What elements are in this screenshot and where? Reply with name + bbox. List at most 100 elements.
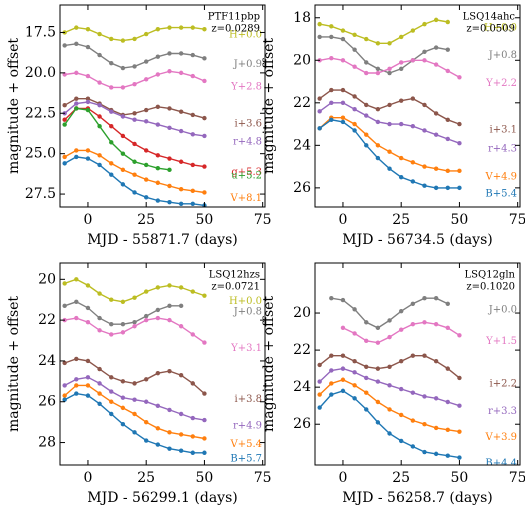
x-tick-label: 50 bbox=[451, 470, 469, 486]
data-point bbox=[433, 425, 439, 431]
data-point bbox=[433, 45, 439, 50]
data-point bbox=[410, 58, 416, 63]
data-point bbox=[422, 58, 427, 63]
data-point bbox=[387, 407, 392, 412]
series-label: J+0.8 bbox=[488, 50, 517, 61]
data-point bbox=[422, 422, 427, 427]
data-point bbox=[329, 117, 334, 123]
series-label: J+0.9 bbox=[233, 59, 262, 70]
data-point bbox=[375, 155, 381, 161]
data-point bbox=[433, 359, 439, 364]
data-point bbox=[109, 172, 114, 177]
data-point bbox=[398, 121, 404, 127]
data-point bbox=[340, 36, 346, 42]
data-point bbox=[422, 296, 427, 301]
data-point bbox=[74, 41, 79, 46]
y-tick-label: 22 bbox=[38, 312, 56, 328]
y-tick-label: 26 bbox=[38, 394, 56, 410]
data-point bbox=[97, 162, 102, 168]
data-point bbox=[120, 167, 126, 173]
data-point bbox=[202, 436, 207, 441]
data-point bbox=[375, 66, 381, 71]
y-tick-label: 20 bbox=[293, 52, 311, 68]
data-point bbox=[190, 434, 195, 439]
data-point bbox=[167, 167, 172, 173]
data-point bbox=[457, 141, 462, 146]
data-point bbox=[433, 396, 439, 401]
data-point bbox=[132, 430, 137, 435]
data-point bbox=[74, 106, 79, 111]
data-point bbox=[457, 168, 462, 174]
data-point bbox=[190, 201, 195, 206]
axes-frame bbox=[59, 262, 266, 466]
data-point bbox=[398, 175, 404, 180]
y-tick-label: 26 bbox=[293, 416, 311, 432]
data-point bbox=[190, 162, 195, 168]
data-point bbox=[120, 38, 126, 43]
data-point bbox=[62, 281, 67, 286]
data-point bbox=[340, 28, 346, 33]
data-point bbox=[74, 25, 79, 30]
data-point bbox=[155, 27, 161, 32]
data-point bbox=[433, 166, 439, 171]
series-label: V+5.4 bbox=[229, 439, 262, 450]
data-point bbox=[155, 315, 161, 321]
data-point bbox=[329, 381, 334, 386]
data-point bbox=[317, 362, 322, 368]
x-tick-label: 25 bbox=[392, 470, 410, 486]
data-point bbox=[97, 31, 102, 37]
series-label: g+5.3 bbox=[231, 167, 262, 178]
y-tick-label: 22.5 bbox=[25, 105, 56, 121]
data-point bbox=[202, 293, 207, 298]
light-curve bbox=[342, 321, 460, 344]
plot-area: H+0.0J+0.8 Y+3.1 i+3.8 r+4.9 V+5.4 B+5.7 bbox=[62, 277, 262, 464]
data-point bbox=[364, 102, 369, 108]
series-label: V+4.9 bbox=[484, 171, 517, 182]
data-point bbox=[445, 47, 450, 52]
series-label: r+4.8 bbox=[233, 136, 262, 147]
data-point bbox=[398, 438, 404, 444]
data-point bbox=[202, 27, 207, 32]
redshift: z=0.1020 bbox=[466, 282, 515, 293]
data-point bbox=[352, 370, 357, 375]
data-point bbox=[62, 383, 67, 388]
data-point bbox=[445, 325, 450, 331]
series-label: J+0.8 bbox=[233, 306, 262, 317]
data-point bbox=[62, 43, 67, 48]
data-point bbox=[97, 315, 102, 321]
data-point bbox=[387, 364, 392, 369]
data-point bbox=[422, 394, 427, 399]
data-point bbox=[410, 321, 416, 327]
data-point bbox=[74, 277, 79, 282]
data-point bbox=[410, 179, 416, 184]
data-point bbox=[422, 353, 427, 358]
data-point bbox=[132, 411, 137, 417]
series-label: B+5.4 bbox=[485, 188, 517, 199]
y-tick-label: 17.5 bbox=[25, 24, 56, 40]
data-point bbox=[62, 393, 67, 398]
data-point bbox=[329, 100, 334, 106]
data-point bbox=[445, 453, 450, 458]
y-tick-label: 20.0 bbox=[25, 65, 56, 81]
data-point bbox=[132, 190, 137, 195]
data-point bbox=[74, 70, 79, 76]
data-point bbox=[62, 102, 67, 108]
data-point bbox=[410, 96, 416, 101]
data-point bbox=[85, 27, 91, 32]
redshift: z=0.0509 bbox=[466, 24, 515, 35]
data-point bbox=[109, 85, 114, 90]
data-point bbox=[202, 450, 207, 455]
data-point bbox=[109, 389, 114, 394]
data-point bbox=[352, 307, 357, 312]
data-point bbox=[143, 59, 149, 64]
data-point bbox=[375, 366, 381, 371]
data-point bbox=[74, 356, 79, 362]
data-point bbox=[329, 353, 334, 358]
data-point bbox=[445, 136, 450, 142]
x-tick-label: 25 bbox=[392, 212, 410, 228]
data-point bbox=[109, 109, 114, 114]
series-label: B+4.4 bbox=[485, 458, 517, 469]
data-point bbox=[132, 381, 137, 386]
data-point bbox=[398, 98, 404, 103]
data-point bbox=[375, 41, 381, 46]
